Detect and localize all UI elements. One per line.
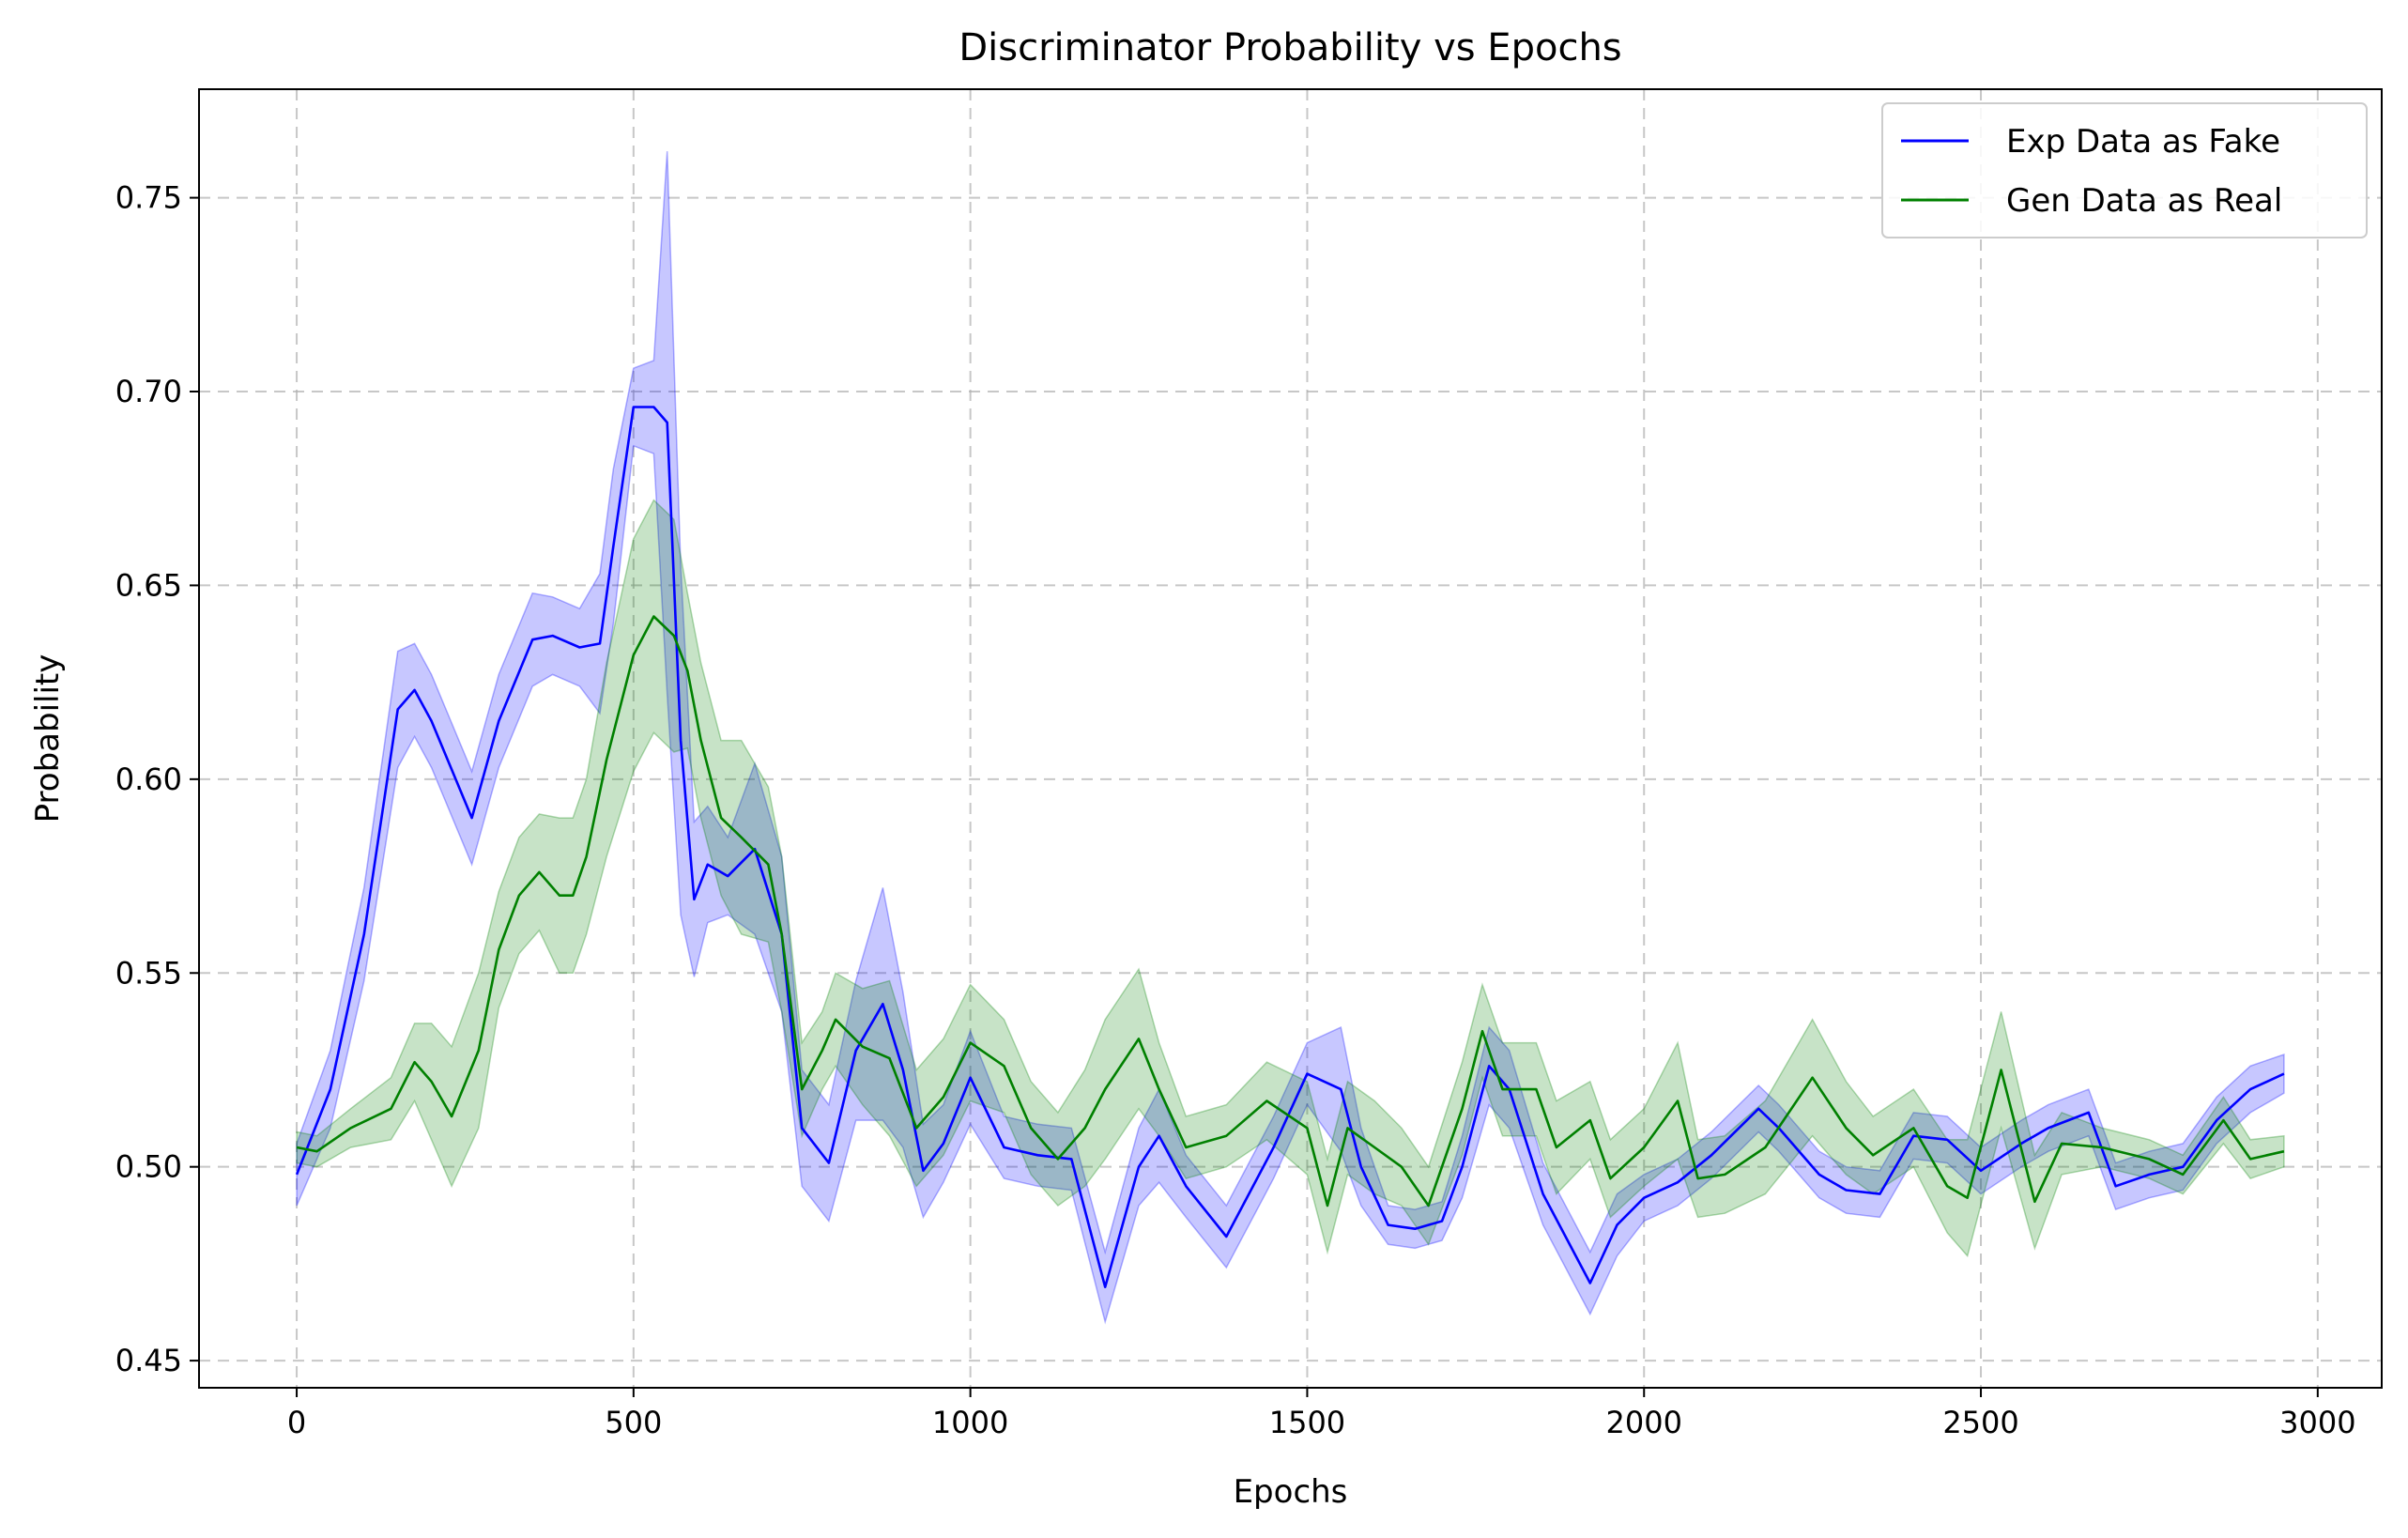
x-tick-label: 500 (605, 1405, 662, 1440)
exp-data-as-fake-legend-label: Exp Data as Fake (2006, 123, 2280, 161)
x-tick-label: 1000 (932, 1405, 1008, 1440)
x-tick-label: 2500 (1942, 1405, 2018, 1440)
y-tick-label: 0.55 (115, 955, 182, 991)
x-tick-label: 1500 (1269, 1405, 1345, 1440)
series-layer (295, 151, 2285, 1325)
plot-frame (198, 88, 2383, 1389)
exp-data-as-fake-line (295, 406, 2285, 1288)
x-tick-label: 0 (287, 1405, 306, 1440)
chart-title: Discriminator Probability vs Epochs (959, 26, 1621, 69)
x-tick-label: 3000 (2279, 1405, 2355, 1440)
tick-layer: 0 500 1000 1500 2000 2500 3000 0.45 0.50 0.55 0.60… (115, 180, 2356, 1440)
y-tick-label: 0.65 (115, 567, 182, 603)
y-tick-label: 0.70 (115, 374, 182, 409)
legend-box (1881, 102, 2368, 238)
y-tick-label: 0.60 (115, 761, 182, 797)
x-tick-label: 2000 (1606, 1405, 1682, 1440)
legend: Exp Data as Fake Gen Data as Real (1881, 102, 2368, 238)
gen-data-as-real-legend-label: Gen Data as Real (2006, 182, 2282, 220)
x-axis-label: Epochs (1234, 1473, 1348, 1511)
y-axis-label: Probability (29, 654, 67, 823)
y-tick-label: 0.75 (115, 180, 182, 216)
y-tick-label: 0.50 (115, 1149, 182, 1185)
gen-data-as-real-line (296, 615, 2285, 1207)
gen-data-as-real-band (296, 499, 2285, 1258)
y-tick-label: 0.45 (115, 1343, 182, 1378)
grid-layer (199, 89, 2382, 1388)
